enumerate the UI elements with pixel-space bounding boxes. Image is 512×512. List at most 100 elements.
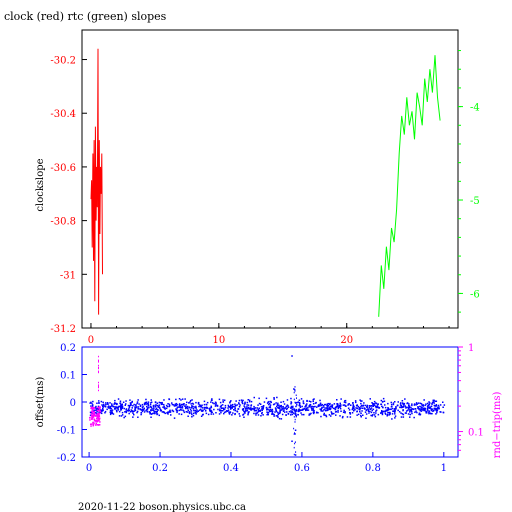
offset-point (312, 403, 315, 405)
offset-point (422, 405, 425, 407)
offset-spike-point (296, 415, 297, 417)
offset-point (214, 405, 217, 407)
offset-point (359, 399, 361, 401)
offset-point (197, 401, 200, 404)
offset-point (188, 412, 191, 415)
offset-point (389, 412, 391, 415)
offset-point (413, 416, 415, 419)
offset-point (391, 418, 393, 420)
offset-point (96, 411, 98, 413)
rndtrip-point (97, 424, 100, 426)
offset-point (210, 409, 212, 411)
offset-point (261, 411, 263, 414)
offset-point (339, 407, 342, 410)
offset-point (425, 411, 428, 414)
offset-point (431, 409, 433, 412)
offset-point (290, 407, 292, 409)
offset-point (267, 403, 270, 406)
offset-point (327, 402, 329, 405)
offset-point (423, 399, 425, 401)
offset-point (153, 407, 155, 410)
offset-point (428, 411, 430, 413)
offset-point (402, 406, 404, 408)
offset-point (218, 409, 221, 412)
offset-point (328, 408, 330, 410)
offset-point (174, 405, 177, 407)
offset-point (250, 408, 252, 410)
offset-point (257, 414, 260, 416)
offset-point (98, 400, 100, 402)
offset-point (258, 407, 260, 409)
offset-point (401, 413, 404, 415)
offset-point (417, 406, 420, 409)
offset-point (125, 408, 128, 410)
offset-point (325, 415, 328, 418)
offset-point (191, 405, 194, 407)
offset-point (426, 408, 429, 410)
rndtrip-point (92, 424, 94, 427)
offset-point (90, 405, 92, 407)
rndtrip-point (91, 410, 93, 412)
offset-point (435, 409, 438, 412)
offset-point (97, 405, 100, 408)
offset-point (437, 407, 439, 409)
offset-point (250, 405, 252, 407)
offset-point (156, 404, 159, 407)
offset-point (428, 412, 430, 415)
offset-point (420, 409, 422, 411)
offset-point (356, 414, 358, 416)
offset-point (310, 401, 312, 403)
rndtrip-point (91, 410, 93, 413)
offset-point (213, 402, 215, 405)
offset-spike-point (295, 414, 297, 416)
offset-point (420, 410, 423, 412)
offset-point (244, 411, 246, 413)
offset-point (346, 416, 349, 418)
offset-point (97, 407, 99, 410)
offset-point (181, 405, 184, 408)
offset-point (210, 401, 212, 403)
offset-point (155, 404, 157, 406)
offset-point (347, 403, 350, 405)
offset-point (124, 404, 126, 406)
offset-spike-point (295, 416, 297, 418)
offset-point (150, 409, 152, 411)
offset-point (117, 409, 119, 411)
offset-point (200, 415, 203, 417)
rndtrip-point (95, 422, 97, 425)
offset-point (297, 414, 299, 416)
offset-point (120, 404, 122, 406)
offset-point (369, 410, 371, 413)
offset-point (255, 409, 257, 412)
offset-point (260, 415, 262, 417)
offset-point (143, 407, 145, 410)
offset-point (229, 411, 232, 413)
offset-point (115, 402, 117, 405)
offset-point (397, 409, 399, 412)
offset-point (339, 405, 342, 407)
offset-point (137, 416, 139, 418)
offset-point (427, 406, 429, 408)
offset-point (119, 405, 121, 407)
offset-point (271, 410, 274, 413)
offset-point (155, 407, 158, 410)
offset-point (303, 413, 305, 416)
offset-point (349, 416, 352, 418)
offset-point (387, 407, 389, 409)
rndtrip-point (92, 406, 94, 409)
offset-point (360, 412, 362, 414)
offset-point (409, 416, 411, 418)
offset-point (415, 404, 417, 406)
offset-point (104, 412, 106, 414)
offset-point (187, 415, 189, 417)
offset-point (375, 406, 377, 409)
offset-point (372, 414, 374, 416)
offset-point (225, 410, 228, 412)
offset-point (199, 409, 201, 411)
offset-point (432, 399, 434, 402)
offset-point (234, 409, 237, 412)
offset-point (192, 412, 195, 415)
offset-point (186, 411, 189, 413)
offset-spike-point (294, 390, 296, 392)
offset-point (362, 414, 364, 416)
